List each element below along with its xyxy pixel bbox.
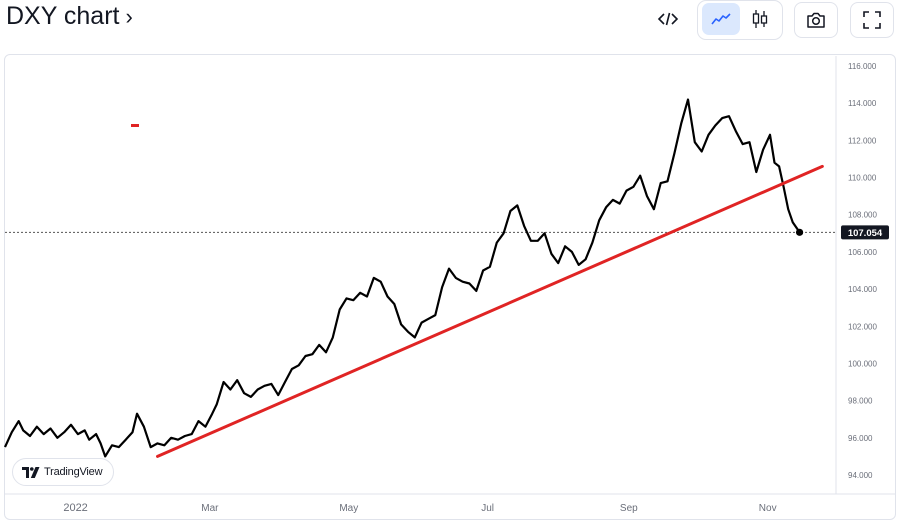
fullscreen-button[interactable] xyxy=(850,2,894,38)
price-tick-label: 116.000 xyxy=(848,62,877,71)
price-tick-label: 104.000 xyxy=(848,285,877,294)
chevron-right-icon: › xyxy=(125,4,133,29)
chart-title: DXY chart xyxy=(6,2,120,30)
price-tick-label: 100.000 xyxy=(848,359,877,368)
price-tick-label: 114.000 xyxy=(848,99,877,108)
time-tick-label: 2022 xyxy=(63,502,87,514)
camera-icon xyxy=(807,12,825,28)
price-tick-label: 108.000 xyxy=(848,211,877,220)
time-tick-label: Mar xyxy=(201,503,219,514)
embed-button[interactable] xyxy=(653,2,683,36)
time-tick-label: Nov xyxy=(759,503,777,514)
svg-text:107.054: 107.054 xyxy=(848,228,883,239)
candlestick-button[interactable] xyxy=(743,3,777,35)
price-tick-label: 112.000 xyxy=(848,136,877,145)
price-tick-label: 102.000 xyxy=(848,322,877,331)
price-tick-label: 98.000 xyxy=(848,397,873,406)
fullscreen-icon xyxy=(863,11,881,29)
time-tick-label: Jul xyxy=(481,503,494,514)
time-tick-label: May xyxy=(339,503,358,514)
trend-line[interactable] xyxy=(156,164,824,458)
price-tick-label: 106.000 xyxy=(848,248,877,257)
last-price-point xyxy=(795,228,804,236)
price-tick-label: 94.000 xyxy=(848,471,873,480)
tradingview-brand-name: TradingView xyxy=(44,466,103,478)
chart-header: DXY chart › xyxy=(0,0,900,44)
chart-title-link[interactable]: DXY chart › xyxy=(6,2,133,31)
tradingview-logo-icon xyxy=(22,466,40,478)
price-axis: 116.000 114.000 112.000 110.000 108.000 106.0… xyxy=(848,62,877,480)
chart-type-toggle xyxy=(697,0,783,40)
candlestick-icon xyxy=(752,10,768,28)
last-price-label: 107.054 xyxy=(841,225,889,240)
snapshot-button[interactable] xyxy=(794,2,838,38)
price-tick-label: 96.000 xyxy=(848,434,873,443)
legend-series-marker xyxy=(131,124,139,127)
tradingview-badge[interactable]: TradingView xyxy=(12,458,114,486)
time-axis: 2022 Mar May Jul Sep Nov xyxy=(63,502,776,514)
price-tick-label: 110.000 xyxy=(848,174,877,183)
line-chart-icon xyxy=(711,13,731,25)
chart-frame xyxy=(4,54,896,520)
time-tick-label: Sep xyxy=(620,503,638,514)
line-chart-button[interactable] xyxy=(702,3,740,35)
price-series-line xyxy=(3,98,801,458)
code-icon xyxy=(657,12,679,26)
